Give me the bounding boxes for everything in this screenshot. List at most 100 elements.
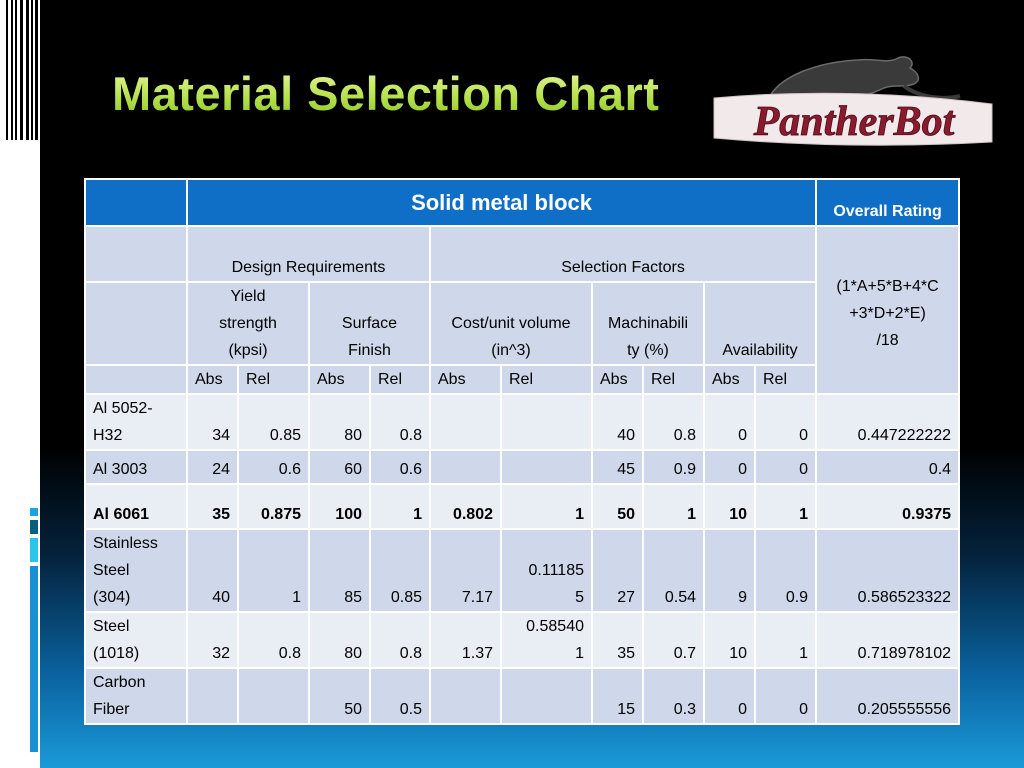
- table-cell: [186, 667, 239, 725]
- table-cell: 0.9: [753, 528, 818, 613]
- criteria-header-row: Yield strength (kpsi) Surface Finish Cos…: [84, 281, 959, 366]
- table-cell: 80: [308, 611, 371, 669]
- table-cell: 10: [703, 611, 756, 669]
- group-header: Solid metal block: [185, 178, 818, 227]
- table-cell: 0: [703, 449, 756, 485]
- table-cell: 24: [186, 449, 239, 485]
- table-cell: 50: [308, 667, 371, 725]
- table-cell: 34: [186, 393, 239, 451]
- table-cell: 1: [369, 483, 431, 530]
- material-name: Al 5052- H32: [84, 393, 188, 451]
- table-cell: 45: [591, 449, 644, 485]
- left-decorative-lines: [0, 0, 40, 140]
- slide-title: Material Selection Chart: [112, 67, 660, 120]
- cost-header: Cost/unit volume (in^3): [429, 281, 593, 366]
- table-cell: 50: [591, 483, 644, 530]
- rel-label: Rel: [237, 364, 310, 395]
- table-cell: 32: [186, 611, 239, 669]
- overall-rating-cell: 0.447222222: [815, 393, 961, 451]
- table-cell: 0.875: [237, 483, 310, 530]
- availability-header: Availability: [702, 281, 818, 366]
- table-cell: 40: [591, 393, 644, 451]
- abs-rel-row: Abs Rel Abs Rel Abs Rel Abs Rel Abs Rel: [84, 364, 959, 395]
- table-row: Carbon Fiber 50 0.5 15 0.3 0 0 0.205555556: [84, 667, 961, 725]
- logo-text: PantherBot: [753, 99, 956, 145]
- material-name: Al 3003: [84, 449, 188, 485]
- table-cell: 7.17: [429, 528, 502, 613]
- table-row: Al 3003 24 0.6 60 0.6 45 0.9 0 0 0.4: [84, 449, 961, 485]
- table-cell: 35: [186, 483, 239, 530]
- overall-rating-cell: 0.586523322: [815, 528, 961, 613]
- table-cell: 0.5: [369, 667, 431, 725]
- left-accent-strip: [0, 0, 40, 768]
- rel-label: Rel: [642, 364, 705, 395]
- table-cell: 0.7: [642, 611, 705, 669]
- table-cell: 10: [703, 483, 756, 530]
- overall-rating-cell: 0.718978102: [815, 611, 961, 669]
- table-cell: 1: [753, 483, 818, 530]
- overall-rating-cell: 0.4: [815, 449, 961, 485]
- rel-label: Rel: [753, 364, 818, 395]
- table-cell: 0.6: [237, 449, 310, 485]
- table-cell: 60: [308, 449, 371, 485]
- machinability-header: Machinabili ty (%): [591, 281, 705, 366]
- overall-rating-cell: 0.205555556: [815, 667, 961, 725]
- table-cell: 35: [591, 611, 644, 669]
- table-cell: 1: [500, 483, 593, 530]
- design-requirements-header: Design Requirements: [186, 225, 431, 283]
- selection-factors-header: Selection Factors: [428, 225, 818, 283]
- rating-formula: (1*A+5*B+4*C +3*D+2*E) /18: [815, 225, 961, 395]
- table-cell: 1.37: [429, 611, 502, 669]
- material-name: Steel (1018): [84, 611, 188, 669]
- table-cell: 0: [753, 449, 818, 485]
- table-cell: 0.85: [237, 393, 310, 451]
- table-cell: 0.6: [369, 449, 431, 485]
- pantherbot-logo: PantherBot: [708, 46, 998, 156]
- table-cell: 0: [753, 667, 818, 725]
- table-cell: [237, 667, 310, 725]
- abs-label: Abs: [703, 364, 756, 395]
- table-cell: [429, 449, 502, 485]
- table-cell: 85: [308, 528, 371, 613]
- abs-label: Abs: [429, 364, 502, 395]
- material-rows: Al 5052- H32 34 0.85 80 0.8 40 0.8 0 0 0.447222222…: [84, 393, 961, 725]
- table-cell: 1: [753, 611, 818, 669]
- material-selection-table: Solid metal block Overall Rating Design …: [84, 178, 961, 725]
- table-cell: 100: [308, 483, 371, 530]
- table-cell: 0.54: [642, 528, 705, 613]
- table-cell: [429, 393, 502, 451]
- table-cell: 15: [591, 667, 644, 725]
- table-cell: [429, 667, 502, 725]
- table-cell: [500, 667, 593, 725]
- table-cell: 0.8: [369, 393, 431, 451]
- table-cell: 0.3: [642, 667, 705, 725]
- table-cell: 0.58540 1: [500, 611, 593, 669]
- table-header-row: Solid metal block Overall Rating: [84, 178, 961, 227]
- overall-rating-cell: 0.9375: [815, 483, 961, 530]
- table-cell: 0.8: [369, 611, 431, 669]
- table-row: Al 6061 35 0.875 100 1 0.802 1 50 1 10 1 0.9375: [84, 483, 961, 530]
- table-cell: 0.8: [642, 393, 705, 451]
- table-cell: 1: [237, 528, 310, 613]
- table-cell: 0: [753, 393, 818, 451]
- table-cell: [500, 393, 593, 451]
- table-cell: 1: [642, 483, 705, 530]
- table-cell: [500, 449, 593, 485]
- table-cell: 0.85: [369, 528, 431, 613]
- table-cell: 27: [591, 528, 644, 613]
- table-cell: 80: [308, 393, 371, 451]
- table-cell: 0.802: [429, 483, 502, 530]
- table-row: Al 5052- H32 34 0.85 80 0.8 40 0.8 0 0 0.447222222: [84, 393, 961, 451]
- rel-label: Rel: [369, 364, 431, 395]
- table-cell: 0: [703, 393, 756, 451]
- surface-finish-header: Surface Finish: [308, 281, 431, 366]
- table-cell: 0.8: [237, 611, 310, 669]
- category-header-row: Design Requirements Selection Factors (1…: [84, 225, 961, 395]
- overall-rating-header: Overall Rating: [815, 178, 961, 227]
- material-name: Stainless Steel (304): [84, 528, 188, 613]
- rel-label: Rel: [500, 364, 593, 395]
- table-row: Steel (1018) 32 0.8 80 0.8 1.37 0.58540 1 35 0.7 10…: [84, 611, 961, 669]
- abs-label: Abs: [308, 364, 371, 395]
- yield-strength-header: Yield strength (kpsi): [186, 281, 310, 366]
- abs-label: Abs: [591, 364, 644, 395]
